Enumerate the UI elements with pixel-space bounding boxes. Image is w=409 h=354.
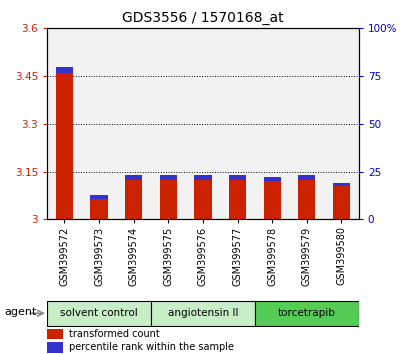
Bar <box>90 195 108 199</box>
Bar <box>47 342 63 353</box>
Bar <box>56 67 73 73</box>
Title: GDS3556 / 1570168_at: GDS3556 / 1570168_at <box>122 11 283 24</box>
Bar <box>47 301 151 326</box>
Bar <box>263 177 280 181</box>
Bar <box>56 73 73 219</box>
Bar <box>159 180 177 219</box>
Bar <box>332 186 349 219</box>
Text: solvent control: solvent control <box>60 308 137 318</box>
Bar <box>125 175 142 180</box>
Bar <box>297 175 315 180</box>
Bar <box>254 301 358 326</box>
Text: torcetrapib: torcetrapib <box>277 308 335 318</box>
Bar <box>228 175 246 180</box>
Bar <box>125 180 142 219</box>
Bar <box>47 329 63 339</box>
Bar <box>151 301 254 326</box>
Text: percentile rank within the sample: percentile rank within the sample <box>69 342 234 352</box>
Bar <box>297 180 315 219</box>
Bar <box>159 175 177 180</box>
Bar <box>263 181 280 219</box>
Bar <box>228 180 246 219</box>
Text: angiotensin II: angiotensin II <box>167 308 238 318</box>
Bar <box>90 199 108 219</box>
Bar <box>332 183 349 186</box>
Bar <box>194 175 211 180</box>
Text: transformed count: transformed count <box>69 329 160 339</box>
Text: agent: agent <box>4 307 36 317</box>
Bar <box>194 180 211 219</box>
